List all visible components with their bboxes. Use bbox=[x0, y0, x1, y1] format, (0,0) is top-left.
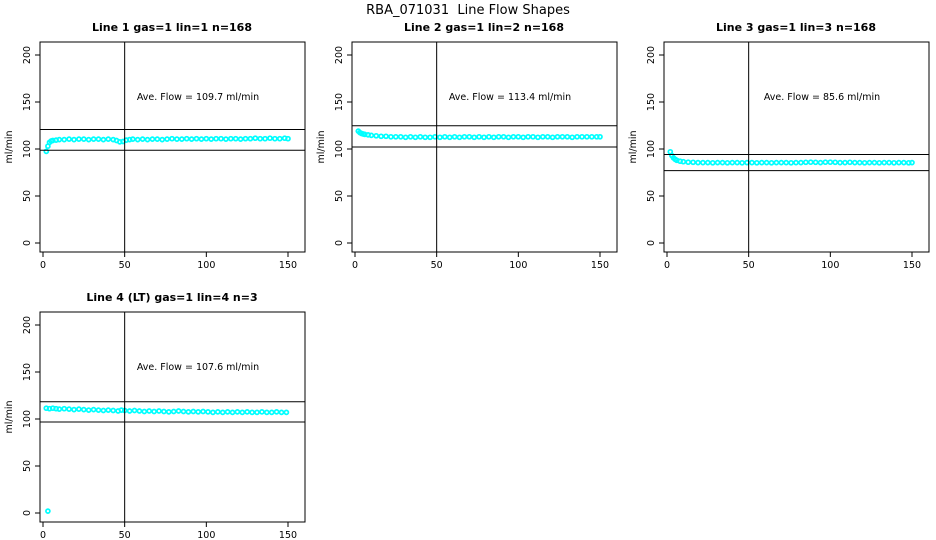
y-tick-label: 50 bbox=[334, 190, 345, 202]
x-tick-label: 0 bbox=[352, 260, 358, 270]
x-tick-label: 150 bbox=[279, 260, 297, 270]
y-axis-label: ml/min bbox=[4, 400, 15, 433]
scatter-points bbox=[355, 128, 603, 141]
plot-box bbox=[663, 41, 930, 253]
y-tick-label: 150 bbox=[22, 363, 33, 381]
x-axis: 0 50 100 150 bbox=[40, 252, 297, 270]
y-axis: 0 50 100 150 200 bbox=[22, 316, 40, 516]
y-axis: 0 50 100 150 200 bbox=[334, 46, 352, 246]
x-tick-label: 0 bbox=[40, 530, 46, 540]
scatter-points bbox=[43, 405, 290, 514]
y-axis-label: ml/min bbox=[628, 130, 639, 163]
x-tick-label: 150 bbox=[903, 260, 921, 270]
y-tick-label: 100 bbox=[22, 140, 33, 158]
y-tick-label: 50 bbox=[646, 190, 657, 202]
reference-lines bbox=[40, 42, 305, 252]
subplot-svg-3: Line 3 gas=1 lin=3 n=168 0 50 100 150 0 50 100 1… bbox=[628, 21, 930, 270]
y-tick-label: 100 bbox=[334, 140, 345, 158]
y-axis-label: ml/min bbox=[316, 130, 327, 163]
y-tick-label: 150 bbox=[646, 93, 657, 111]
x-tick-label: 50 bbox=[743, 260, 755, 270]
plot-box bbox=[39, 311, 306, 523]
x-axis: 0 50 100 150 bbox=[352, 252, 609, 270]
y-axis-label: ml/min bbox=[4, 130, 15, 163]
subplot-title: Line 3 gas=1 lin=3 n=168 bbox=[716, 21, 876, 34]
reference-lines bbox=[352, 42, 617, 252]
scatter-points bbox=[43, 135, 291, 155]
subplot-line-3: Line 3 gas=1 lin=3 n=168 0 50 100 150 0 50 100 1… bbox=[624, 0, 936, 270]
y-tick-label: 0 bbox=[22, 510, 33, 516]
x-axis: 0 50 100 150 bbox=[664, 252, 921, 270]
subplot-title: Line 1 gas=1 lin=1 n=168 bbox=[92, 21, 252, 34]
x-tick-label: 0 bbox=[664, 260, 670, 270]
figure-title: RBA_071031 Line Flow Shapes bbox=[366, 3, 570, 18]
x-tick-label: 50 bbox=[119, 530, 131, 540]
x-tick-label: 0 bbox=[40, 260, 46, 270]
ave-flow-annotation: Ave. Flow = 107.6 ml/min bbox=[137, 362, 259, 373]
ave-flow-annotation: Ave. Flow = 109.7 ml/min bbox=[137, 92, 259, 103]
y-tick-label: 200 bbox=[334, 46, 345, 64]
subplot-line-2: Line 2 gas=1 lin=2 n=168 0 50 100 150 0 50 100 1… bbox=[312, 0, 624, 270]
y-axis: 0 50 100 150 200 bbox=[22, 46, 40, 246]
subplot-title: Line 4 (LT) gas=1 lin=4 n=3 bbox=[86, 291, 257, 304]
ave-flow-annotation: Ave. Flow = 113.4 ml/min bbox=[449, 92, 571, 103]
x-tick-label: 100 bbox=[821, 260, 839, 270]
y-tick-label: 50 bbox=[22, 460, 33, 472]
y-tick-label: 0 bbox=[646, 240, 657, 246]
y-tick-label: 0 bbox=[334, 240, 345, 246]
x-tick-label: 50 bbox=[431, 260, 443, 270]
subplot-title: Line 2 gas=1 lin=2 n=168 bbox=[404, 21, 564, 34]
x-tick-label: 100 bbox=[509, 260, 527, 270]
subplot-svg-2: Line 2 gas=1 lin=2 n=168 0 50 100 150 0 50 100 1… bbox=[316, 21, 618, 270]
y-tick-label: 150 bbox=[334, 93, 345, 111]
reference-lines bbox=[40, 312, 305, 522]
reference-lines bbox=[664, 42, 929, 252]
y-tick-label: 200 bbox=[646, 46, 657, 64]
y-tick-label: 200 bbox=[22, 46, 33, 64]
ave-flow-annotation: Ave. Flow = 85.6 ml/min bbox=[764, 92, 880, 103]
x-tick-label: 100 bbox=[197, 530, 215, 540]
y-tick-label: 100 bbox=[22, 410, 33, 428]
subplot-svg-4: Line 4 (LT) gas=1 lin=4 n=3 0 50 100 150 0 50 1… bbox=[4, 291, 306, 540]
x-tick-label: 150 bbox=[591, 260, 609, 270]
y-tick-label: 200 bbox=[22, 316, 33, 334]
scatter-points bbox=[667, 148, 915, 166]
subplot-line-4-lt: Line 4 (LT) gas=1 lin=4 n=3 0 50 100 150 0 50 1… bbox=[0, 270, 312, 540]
y-axis: 0 50 100 150 200 bbox=[646, 46, 664, 246]
y-tick-label: 50 bbox=[22, 190, 33, 202]
x-tick-label: 100 bbox=[197, 260, 215, 270]
x-tick-label: 50 bbox=[119, 260, 131, 270]
plot-box bbox=[351, 41, 618, 253]
y-tick-label: 100 bbox=[646, 140, 657, 158]
subplot-line-1: Line 1 gas=1 lin=1 n=168 0 50 100 150 0 50 100 1… bbox=[0, 0, 312, 270]
subplot-svg-1: Line 1 gas=1 lin=1 n=168 0 50 100 150 0 50 100 1… bbox=[4, 21, 306, 270]
x-tick-label: 150 bbox=[279, 530, 297, 540]
y-tick-label: 150 bbox=[22, 93, 33, 111]
plot-box bbox=[39, 41, 306, 253]
x-axis: 0 50 100 150 bbox=[40, 522, 297, 540]
y-tick-label: 0 bbox=[22, 240, 33, 246]
